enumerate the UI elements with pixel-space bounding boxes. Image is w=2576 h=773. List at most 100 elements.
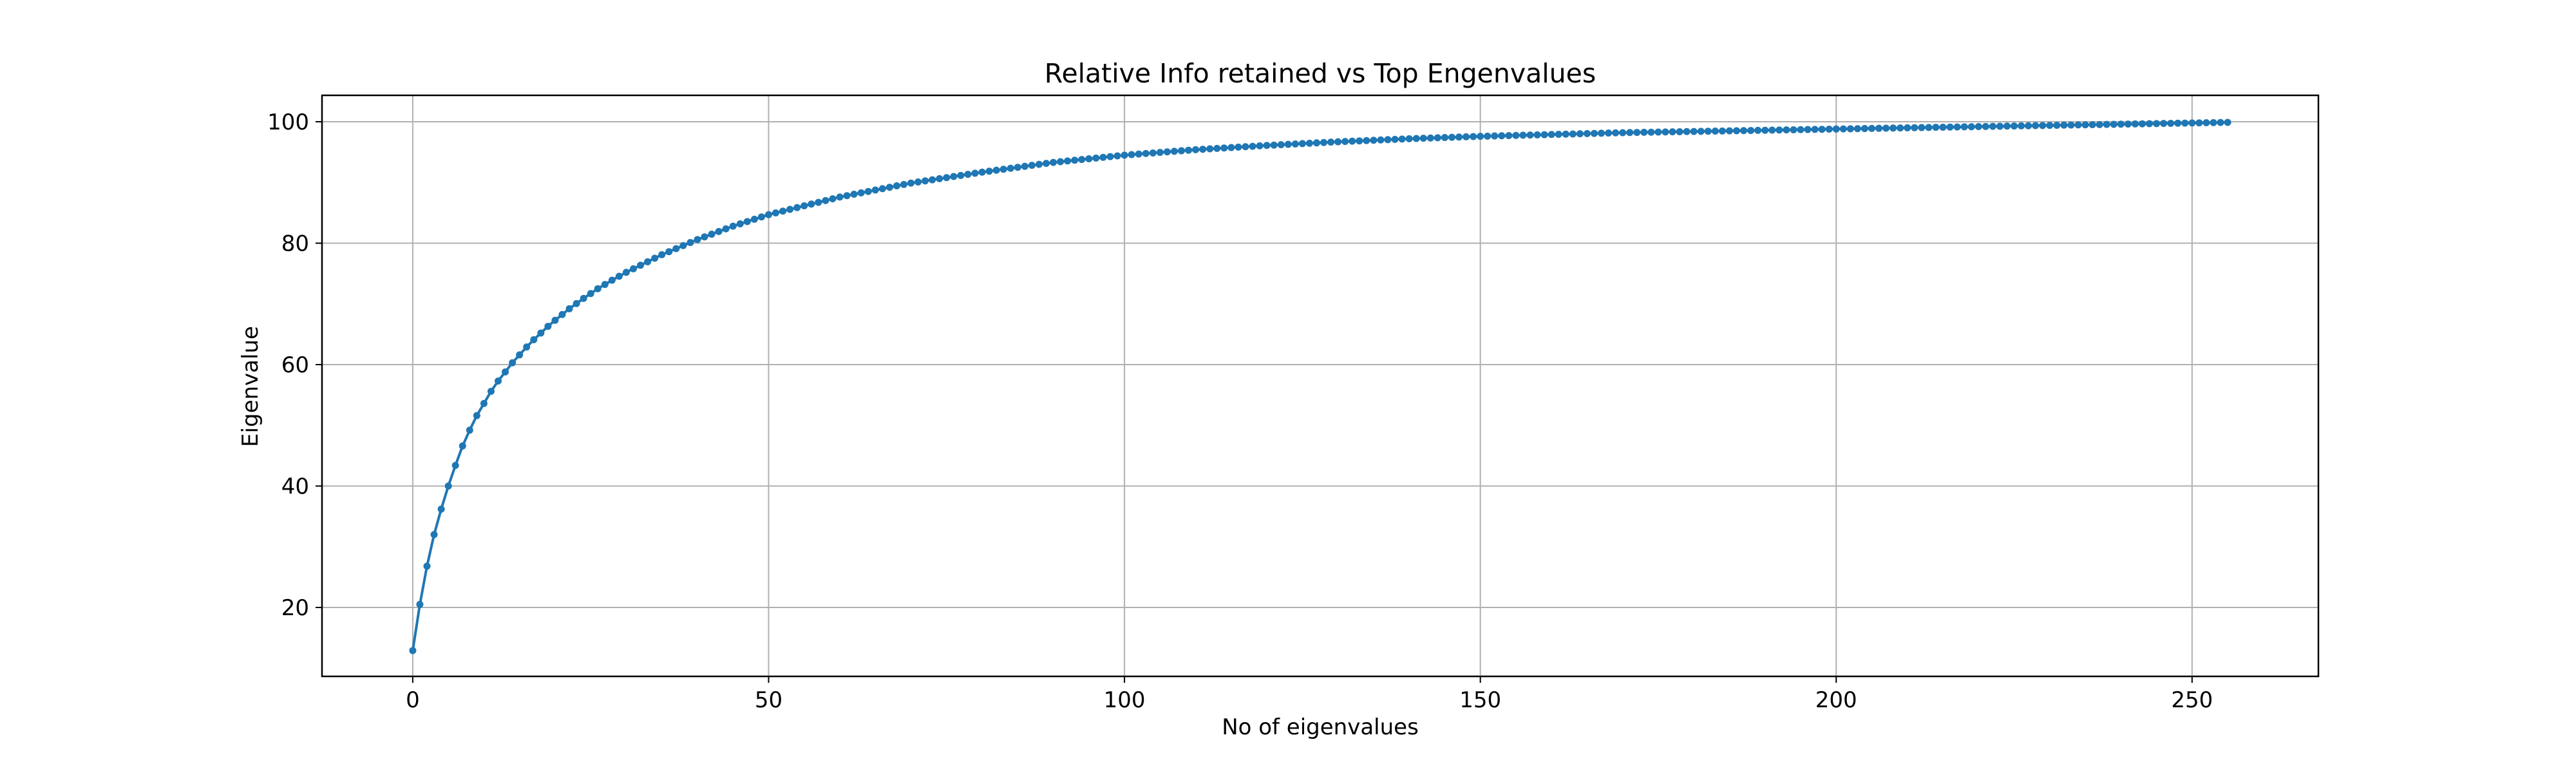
data-point [1491, 132, 1499, 140]
data-point [1014, 164, 1021, 171]
data-point [715, 227, 723, 235]
x-axis-ticks: 0 50 100 150 200 250 [406, 676, 2213, 713]
data-point [466, 426, 473, 434]
data-point [992, 166, 1000, 174]
data-point [580, 294, 587, 302]
data-point [615, 272, 623, 280]
data-point [1768, 126, 1776, 134]
data-point [2153, 120, 2161, 128]
data-point [1071, 157, 1079, 164]
data-point [736, 220, 744, 228]
data-point [1477, 133, 1484, 140]
data-point [1882, 124, 1890, 132]
data-point [893, 182, 900, 190]
data-point [544, 323, 552, 330]
data-point [822, 196, 829, 204]
data-point [1057, 158, 1065, 166]
data-point [1960, 123, 1968, 131]
data-point [1526, 131, 1534, 139]
data-point [1043, 160, 1050, 167]
data-point [950, 173, 958, 180]
data-point [1099, 153, 1107, 161]
data-point [1640, 128, 1648, 136]
data-point [1106, 153, 1114, 160]
x-tick-label: 250 [2171, 687, 2213, 713]
series-path [411, 120, 2228, 651]
data-point [1291, 140, 1299, 148]
data-point [1341, 138, 1349, 146]
data-point [1121, 151, 1128, 159]
data-point [886, 184, 893, 191]
data-point [1797, 126, 1804, 133]
data-point [1064, 157, 1072, 165]
data-point [1761, 126, 1769, 134]
data-point [573, 300, 580, 307]
data-point [2146, 120, 2154, 128]
data-point [537, 329, 545, 337]
data-point [687, 239, 694, 247]
x-axis-title: No of eigenvalues [1222, 714, 1419, 740]
data-point [1206, 145, 1214, 153]
data-point [2081, 121, 2089, 129]
data-point [722, 225, 730, 233]
data-point [1327, 138, 1335, 146]
data-point [487, 387, 495, 395]
data-point [1498, 132, 1506, 140]
data-point [1839, 125, 1847, 133]
data-point [743, 218, 751, 225]
data-point [1170, 148, 1178, 155]
data-point [1092, 154, 1100, 162]
x-tick-label: 150 [1459, 687, 1501, 713]
data-point [1434, 134, 1441, 142]
data-point [1519, 131, 1527, 139]
data-point [1704, 128, 1712, 135]
data-point [1405, 135, 1413, 142]
chart-title: Relative Info retained vs Top Engenvalue… [1045, 58, 1596, 89]
data-point [1846, 125, 1854, 133]
data-point [2039, 122, 2047, 129]
y-tick-label: 80 [281, 231, 309, 257]
data-point [1192, 146, 1200, 153]
data-point [1419, 135, 1427, 142]
data-point [1718, 127, 1726, 135]
data-point [1747, 127, 1755, 135]
data-point [1156, 149, 1164, 157]
data-point [1455, 133, 1463, 141]
data-point [1946, 123, 1954, 131]
data-point [1918, 124, 1926, 131]
x-tick-label: 200 [1815, 687, 1857, 713]
data-point [1356, 137, 1363, 145]
data-point [2174, 119, 2182, 127]
data-point [843, 192, 851, 200]
data-point [516, 351, 524, 359]
data-point [1370, 137, 1378, 144]
data-point [1384, 136, 1392, 144]
data-point [459, 442, 466, 450]
y-tick-label: 40 [281, 474, 309, 500]
x-tick-label: 0 [406, 687, 420, 713]
data-point [530, 336, 538, 343]
data-point [473, 412, 480, 419]
data-point [1284, 140, 1292, 148]
data-point [1505, 131, 1513, 139]
data-point [1939, 123, 1947, 131]
data-point [1256, 142, 1264, 149]
data-point [444, 482, 452, 490]
data-point [637, 262, 645, 269]
data-point [1078, 156, 1086, 164]
data-point [1754, 126, 1762, 134]
data-point [1875, 124, 1883, 132]
data-point [2110, 120, 2117, 128]
data-point [2224, 119, 2231, 126]
data-point [936, 175, 943, 182]
data-point [509, 359, 516, 367]
data-point [2011, 122, 2018, 130]
data-point [523, 343, 531, 351]
data-point [1142, 149, 1150, 157]
data-point [914, 178, 922, 186]
data-point [1113, 152, 1121, 160]
data-point [829, 195, 837, 203]
data-point [2188, 119, 2196, 127]
data-point [786, 205, 794, 213]
data-point [1426, 134, 1434, 142]
